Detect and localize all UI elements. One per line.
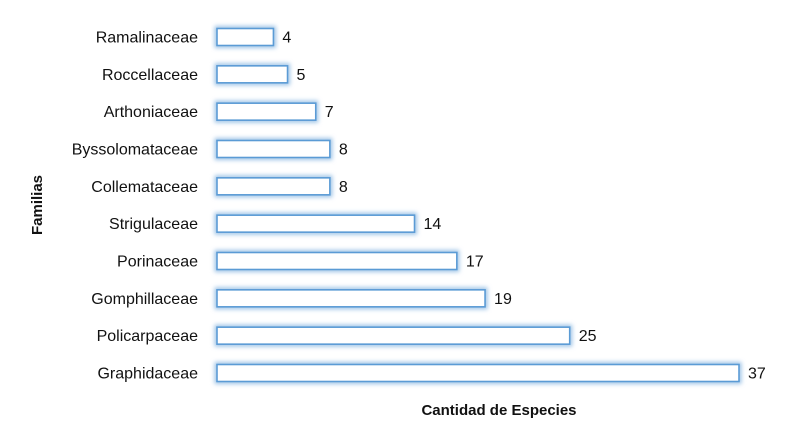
category-label: Ramalinaceae (96, 30, 198, 47)
value-labels: 4 5 7 8 8 14 17 19 25 37 (282, 30, 765, 383)
category-label: Porinaceae (117, 254, 198, 271)
bar-policarpaceae (216, 326, 571, 345)
data-label: 8 (339, 179, 348, 196)
category-label: Strigulaceae (109, 216, 198, 233)
category-label: Byssolomataceae (72, 142, 198, 159)
data-label: 37 (748, 366, 766, 383)
data-label: 14 (424, 216, 442, 233)
bars-group (214, 26, 742, 384)
data-label: 17 (466, 254, 484, 271)
bar-strigulaceae (216, 214, 416, 233)
category-labels: Ramalinaceae Roccellaceae Arthoniaceae Byss… (72, 30, 198, 383)
data-label: 8 (339, 142, 348, 159)
bar-collemataceae (216, 177, 331, 196)
data-label: 7 (325, 104, 334, 121)
data-label: 4 (282, 30, 291, 47)
category-label: Collemataceae (91, 179, 198, 196)
bar-porinaceae (216, 251, 458, 271)
bar-gomphillaceae (216, 289, 486, 308)
category-label: Graphidaceae (97, 366, 198, 383)
x-axis-title: Cantidad de Especies (421, 402, 576, 419)
bar-byssolomataceae (216, 139, 331, 159)
category-label: Policarpaceae (97, 328, 199, 345)
y-axis-title: Familias (29, 175, 46, 235)
data-label: 25 (579, 328, 597, 345)
data-label: 19 (494, 291, 512, 308)
category-label: Arthoniaceae (104, 104, 198, 121)
data-label: 5 (297, 67, 306, 84)
category-label: Roccellaceae (102, 67, 198, 84)
bar-ramalinaceae (216, 27, 275, 47)
bar-graphidaceae (216, 363, 740, 383)
bar-arthoniaceae (216, 102, 317, 121)
bar-roccellaceae (216, 65, 289, 84)
category-label: Gomphillaceae (91, 291, 198, 308)
